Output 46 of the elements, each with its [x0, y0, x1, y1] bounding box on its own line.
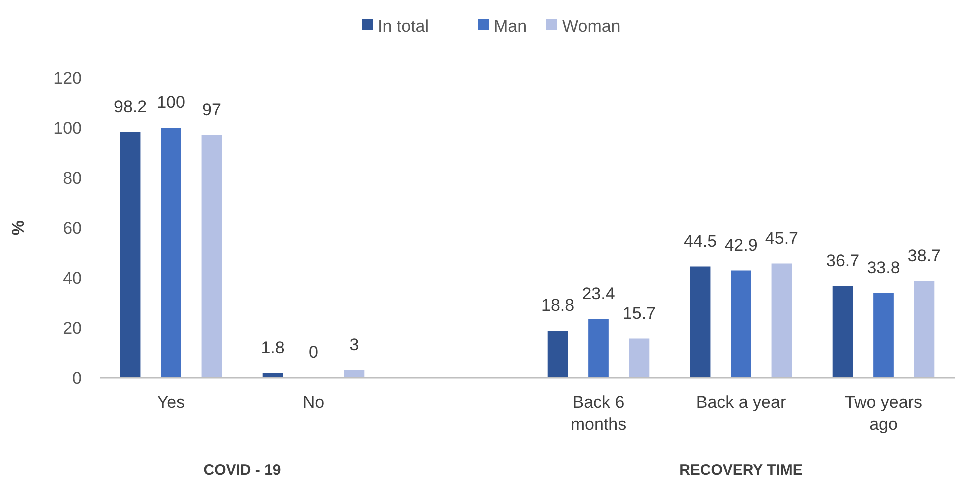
data-label: 98.2 [114, 98, 148, 116]
bar [120, 132, 141, 378]
y-tick-label: 40 [63, 268, 82, 288]
bar [344, 370, 365, 378]
bar [548, 331, 568, 378]
data-label: 33.8 [867, 258, 900, 278]
y-tick-label: 120 [54, 68, 82, 88]
data-label: 18.8 [541, 296, 575, 315]
x-tick-label: Two years ago [845, 393, 922, 434]
data-label: 42.9 [724, 236, 758, 255]
x-tick-label: Back 6 months [570, 393, 627, 434]
data-label: 1.8 [261, 338, 285, 358]
bar [202, 136, 222, 378]
data-label: 44.5 [684, 232, 718, 251]
bar [914, 281, 935, 378]
x-tick-label: Back a year [696, 393, 786, 412]
y-tick-label: 20 [63, 318, 82, 338]
legend-label: In total [378, 16, 430, 36]
y-tick-label: 80 [63, 168, 82, 188]
data-label: 100 [157, 93, 186, 112]
x-tick-label: No [302, 393, 325, 412]
data-label: 0 [309, 343, 318, 362]
bar [588, 320, 609, 378]
bar [629, 338, 650, 378]
bar [772, 264, 792, 378]
data-label: 3 [350, 336, 360, 354]
data-label: 45.7 [765, 228, 799, 248]
bar [731, 270, 752, 378]
data-label: 36.7 [826, 251, 860, 270]
x-tick-label: Yes [157, 393, 186, 412]
legend-label: Man [494, 16, 528, 36]
bar [690, 266, 711, 378]
data-label: 38.7 [908, 246, 942, 266]
text: RECOVERY TIME [680, 462, 803, 479]
y-axis-title: % [9, 220, 28, 236]
y-tick-label: 100 [54, 118, 82, 138]
data-label: 15.7 [622, 304, 656, 323]
data-label: 23.4 [582, 284, 616, 304]
data-label: 97 [202, 100, 222, 120]
bar [874, 294, 894, 378]
bar [161, 128, 182, 378]
text: COVID - 19 [204, 462, 282, 479]
y-tick-label: 60 [63, 218, 82, 238]
y-tick-label: 0 [72, 368, 82, 388]
legend-label: Woman [562, 16, 621, 36]
bar [832, 286, 854, 378]
